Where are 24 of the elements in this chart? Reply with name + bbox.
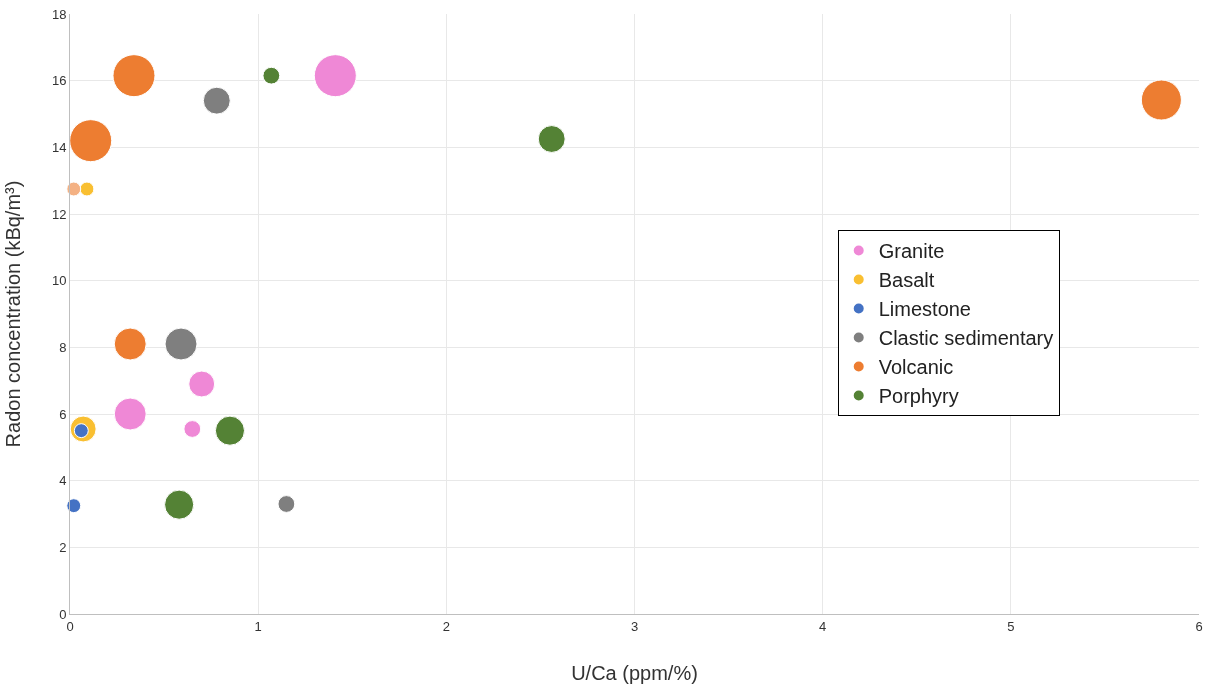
y-tick-label: 10 bbox=[51, 273, 67, 289]
legend-label: Basalt bbox=[878, 269, 935, 292]
legend-label: Porphyry bbox=[878, 385, 959, 408]
x-tick-label: 1 bbox=[254, 618, 262, 634]
y-axis-title: Radon concentration (kBq/m³) bbox=[2, 180, 24, 448]
legend-label: Clastic sedimentary bbox=[878, 327, 1054, 350]
y-tick-label: 14 bbox=[51, 139, 67, 155]
x-tick-label: 5 bbox=[1007, 618, 1015, 634]
y-tick-label: 4 bbox=[59, 473, 67, 489]
x-axis-title: U/Ca (ppm/%) bbox=[571, 662, 698, 684]
x-tick-label: 6 bbox=[1195, 618, 1203, 634]
legend-label: Granite bbox=[878, 240, 945, 263]
x-tick-label: 4 bbox=[819, 618, 827, 634]
y-tick-label: 8 bbox=[59, 339, 67, 355]
y-tick-label: 16 bbox=[51, 73, 67, 89]
x-tick-label: 2 bbox=[442, 618, 450, 634]
y-tick-label: 18 bbox=[51, 6, 67, 22]
y-tick-label: 0 bbox=[59, 606, 67, 622]
y-tick-label: 6 bbox=[59, 406, 67, 422]
legend-label: Limestone bbox=[878, 298, 971, 321]
y-tick-label: 12 bbox=[51, 206, 67, 222]
x-tick-label: 3 bbox=[630, 618, 639, 634]
y-tick-label: 2 bbox=[59, 539, 67, 555]
legend-label: Volcanic bbox=[878, 356, 954, 379]
